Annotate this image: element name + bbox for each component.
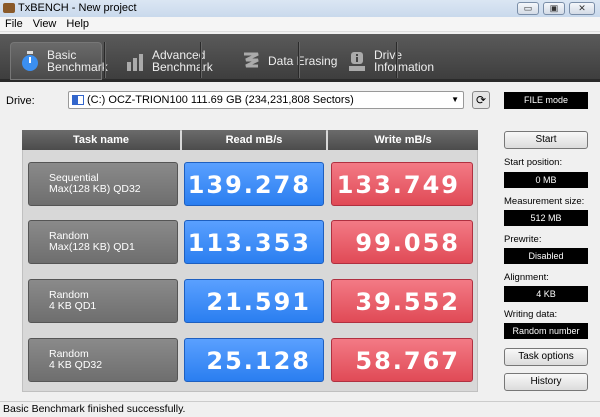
start-button[interactable]: Start xyxy=(504,131,588,149)
tab-basic-benchmark[interactable]: Basic Benchmark xyxy=(10,42,108,80)
header-write: Write mB/s xyxy=(328,130,478,150)
chevron-down-icon: ▼ xyxy=(451,95,459,104)
write-result: 99.058 xyxy=(331,220,473,264)
task-button[interactable]: Random 4 KB QD1 xyxy=(28,279,178,323)
drive-icon xyxy=(72,95,84,105)
read-result: 139.278 xyxy=(184,162,324,206)
drive-select[interactable]: (C:) OCZ-TRION100 111.69 GB (234,231,808… xyxy=(68,91,464,109)
writing-data-value[interactable]: Random number xyxy=(504,323,588,339)
title-bar: TxBENCH - New project ▭ ▣ ✕ xyxy=(0,0,600,17)
tab-data-erasing[interactable]: Data Erasing xyxy=(232,42,342,80)
menu-file[interactable]: File xyxy=(5,18,23,30)
task-button[interactable]: Sequential Max(128 KB) QD32 xyxy=(28,162,178,206)
menu-bar: File View Help xyxy=(0,17,600,32)
info-drive-icon xyxy=(348,50,366,72)
menu-help[interactable]: Help xyxy=(66,18,90,30)
alignment-label: Alignment: xyxy=(504,272,549,283)
stopwatch-icon xyxy=(21,50,39,72)
read-result: 25.128 xyxy=(184,338,324,382)
window-title: TxBENCH - New project xyxy=(18,2,137,14)
task-button[interactable]: Random 4 KB QD32 xyxy=(28,338,178,382)
bar-chart-icon xyxy=(126,50,144,72)
start-position-label: Start position: xyxy=(504,157,563,168)
task-options-button[interactable]: Task options xyxy=(504,348,588,366)
write-result: 58.767 xyxy=(331,338,473,382)
read-result: 113.353 xyxy=(184,220,324,264)
eraser-icon xyxy=(242,50,260,72)
header-read: Read mB/s xyxy=(182,130,326,150)
close-button[interactable]: ✕ xyxy=(569,2,595,15)
file-mode-indicator: FILE mode xyxy=(504,92,588,109)
task-button[interactable]: Random Max(128 KB) QD1 xyxy=(28,220,178,264)
write-result: 39.552 xyxy=(331,279,473,323)
measurement-size-label: Measurement size: xyxy=(504,196,585,207)
prewrite-value[interactable]: Disabled xyxy=(504,248,588,264)
refresh-icon: ⟳ xyxy=(475,93,487,107)
drive-value: (C:) OCZ-TRION100 111.69 GB (234,231,808… xyxy=(87,94,354,106)
history-button[interactable]: History xyxy=(504,373,588,391)
measurement-size-value[interactable]: 512 MB xyxy=(504,210,588,226)
write-result: 133.749 xyxy=(331,162,473,206)
prewrite-label: Prewrite: xyxy=(504,234,542,245)
drive-label: Drive: xyxy=(6,95,35,107)
read-result: 21.591 xyxy=(184,279,324,323)
alignment-value[interactable]: 4 KB xyxy=(504,286,588,302)
tab-advanced-benchmark[interactable]: Advanced Benchmark xyxy=(116,42,216,80)
app-icon xyxy=(3,3,15,13)
refresh-button[interactable]: ⟳ xyxy=(472,91,490,109)
status-bar: Basic Benchmark finished successfully. xyxy=(0,401,600,416)
tab-drive-information[interactable]: Drive Information xyxy=(338,42,438,80)
toolbar: Basic Benchmark Advanced Benchmark Data Er… xyxy=(0,34,600,82)
minimize-button[interactable]: ▭ xyxy=(517,2,539,15)
writing-data-label: Writing data: xyxy=(504,309,558,320)
menu-view[interactable]: View xyxy=(32,18,57,30)
maximize-button[interactable]: ▣ xyxy=(543,2,565,15)
header-task-name: Task name xyxy=(22,130,180,150)
start-position-value[interactable]: 0 MB xyxy=(504,172,588,188)
